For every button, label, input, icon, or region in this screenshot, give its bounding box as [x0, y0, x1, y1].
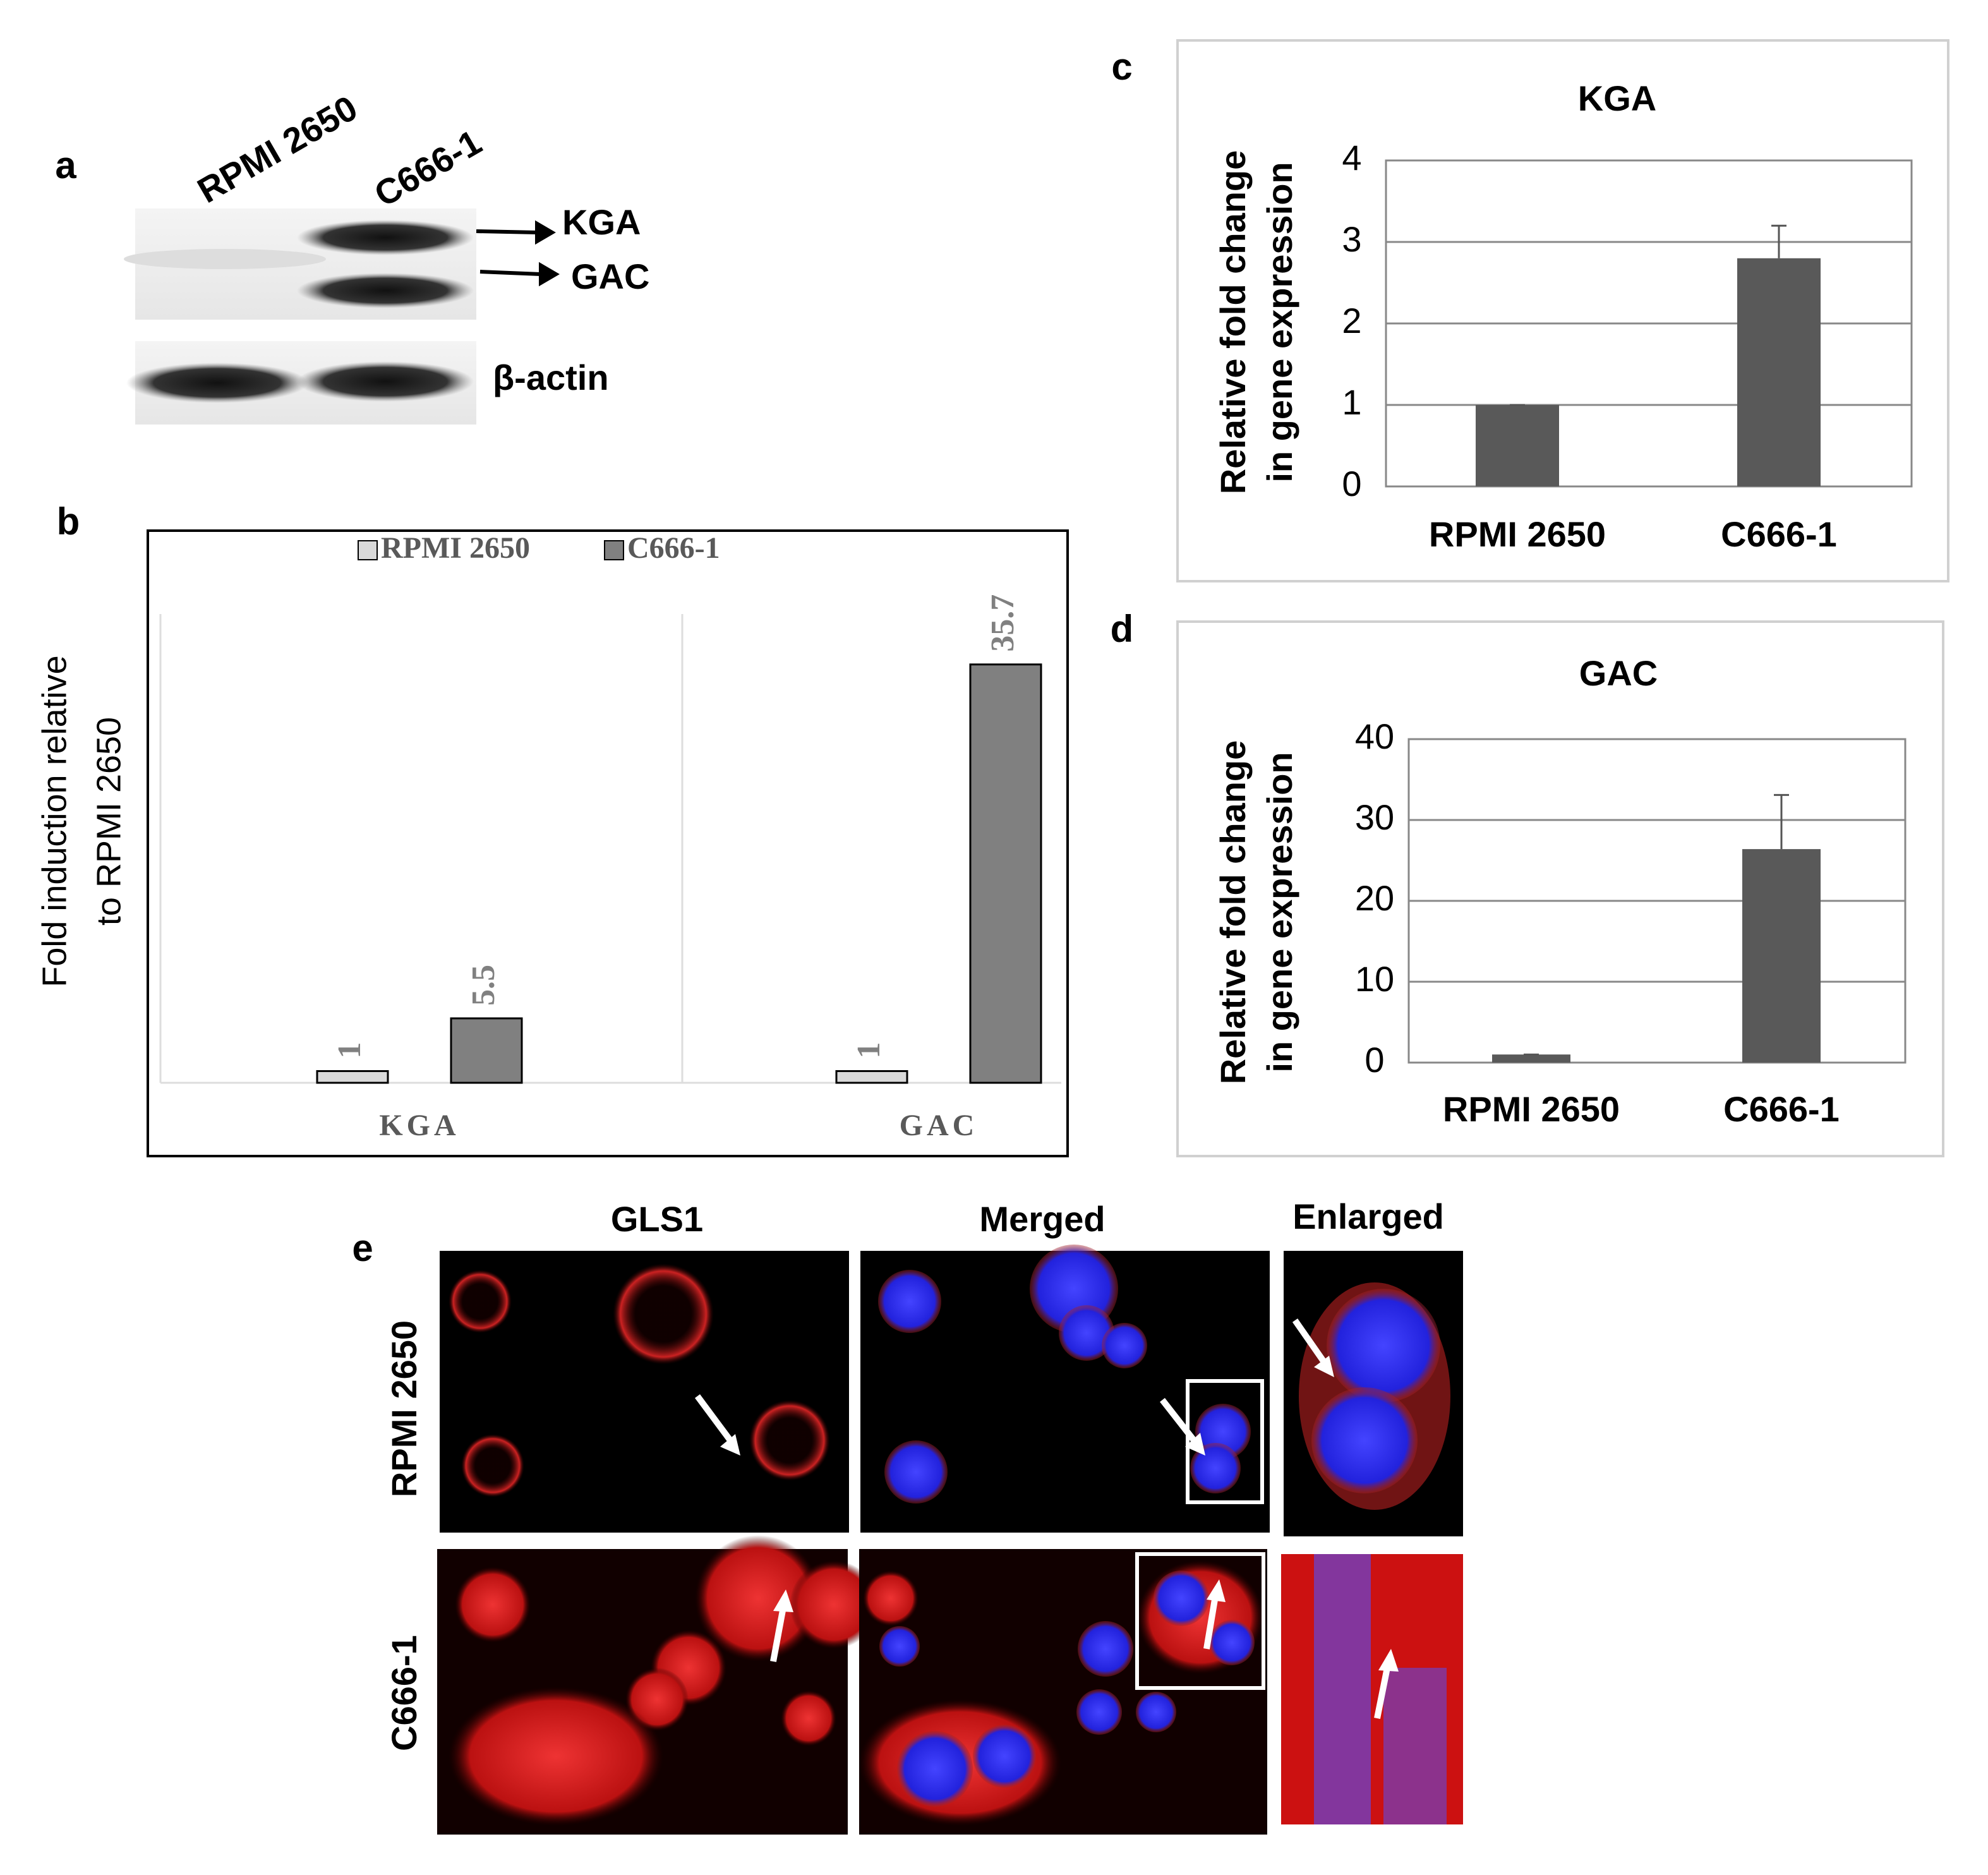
- y-tick-label: 3: [1342, 219, 1361, 259]
- x-tick-label: GAC: [900, 1109, 979, 1142]
- x-tick-label: RPMI 2650: [1429, 514, 1606, 554]
- row-label: C666-1: [384, 1635, 424, 1751]
- y-tick-label: 10: [1355, 959, 1394, 999]
- value-label: 1: [851, 1042, 887, 1058]
- y-axis-label: to RPMI 2650: [90, 717, 128, 925]
- panel-label: b: [57, 500, 80, 543]
- bar: [316, 1070, 389, 1084]
- y-tick-label: 40: [1355, 716, 1394, 756]
- value-label: 5.5: [466, 965, 502, 1006]
- value-label: 1: [332, 1042, 368, 1058]
- y-tick-label: 20: [1355, 878, 1394, 918]
- bar: [1737, 258, 1821, 486]
- y-tick-label: 4: [1342, 138, 1361, 178]
- blot-image: [124, 208, 476, 425]
- bar: [1742, 849, 1821, 1063]
- column-title: Merged: [979, 1199, 1105, 1239]
- legend-swatch: [604, 540, 624, 560]
- y-axis-label: in gene expression: [1260, 752, 1299, 1072]
- chart-frame: [1176, 39, 1949, 582]
- band-label: KGA: [562, 202, 641, 242]
- arrows: [476, 220, 560, 287]
- chart-frame: [1176, 620, 1944, 1157]
- bar: [450, 1017, 523, 1084]
- y-tick-label: 0: [1364, 1040, 1384, 1080]
- x-tick-label: KGA: [379, 1109, 459, 1142]
- y-tick-label: 30: [1355, 797, 1394, 837]
- chart-frame: [147, 529, 1069, 1157]
- x-tick-label: C666-1: [1721, 514, 1837, 554]
- micrographs: [437, 1245, 1463, 1835]
- legend-label: RPMI 2650: [381, 531, 530, 565]
- band-label: β-actin: [493, 358, 609, 397]
- column-title: Enlarged: [1292, 1197, 1444, 1236]
- bar: [1476, 405, 1559, 486]
- y-axis-label: in gene expression: [1260, 162, 1299, 482]
- panel-label: d: [1111, 608, 1134, 650]
- chart-title: KGA: [1578, 78, 1656, 118]
- legend-label: C666-1: [627, 531, 720, 565]
- bar: [1492, 1054, 1570, 1063]
- x-tick-label: RPMI 2650: [1443, 1089, 1620, 1129]
- y-tick-label: 2: [1342, 301, 1361, 341]
- panel-label: e: [352, 1227, 373, 1269]
- x-tick-label: C666-1: [1723, 1089, 1840, 1129]
- lane-label: RPMI 2650: [191, 88, 364, 211]
- band-label: GAC: [571, 256, 649, 296]
- chart-title: GAC: [1579, 653, 1658, 693]
- legend-swatch: [358, 540, 378, 560]
- y-axis-label: Fold induction relative: [35, 655, 73, 987]
- value-label: 35.7: [985, 594, 1021, 652]
- y-tick-label: 0: [1342, 464, 1361, 503]
- bar: [835, 1070, 908, 1084]
- y-axis-label: Relative fold change: [1213, 740, 1253, 1085]
- panel-label: c: [1111, 45, 1132, 88]
- panel-label: a: [55, 144, 76, 186]
- bar: [969, 663, 1042, 1084]
- y-tick-label: 1: [1342, 382, 1361, 422]
- column-title: GLS1: [611, 1199, 703, 1239]
- y-axis-label: Relative fold change: [1213, 150, 1253, 495]
- lane-label: C666-1: [368, 122, 488, 214]
- row-label: RPMI 2650: [384, 1320, 424, 1497]
